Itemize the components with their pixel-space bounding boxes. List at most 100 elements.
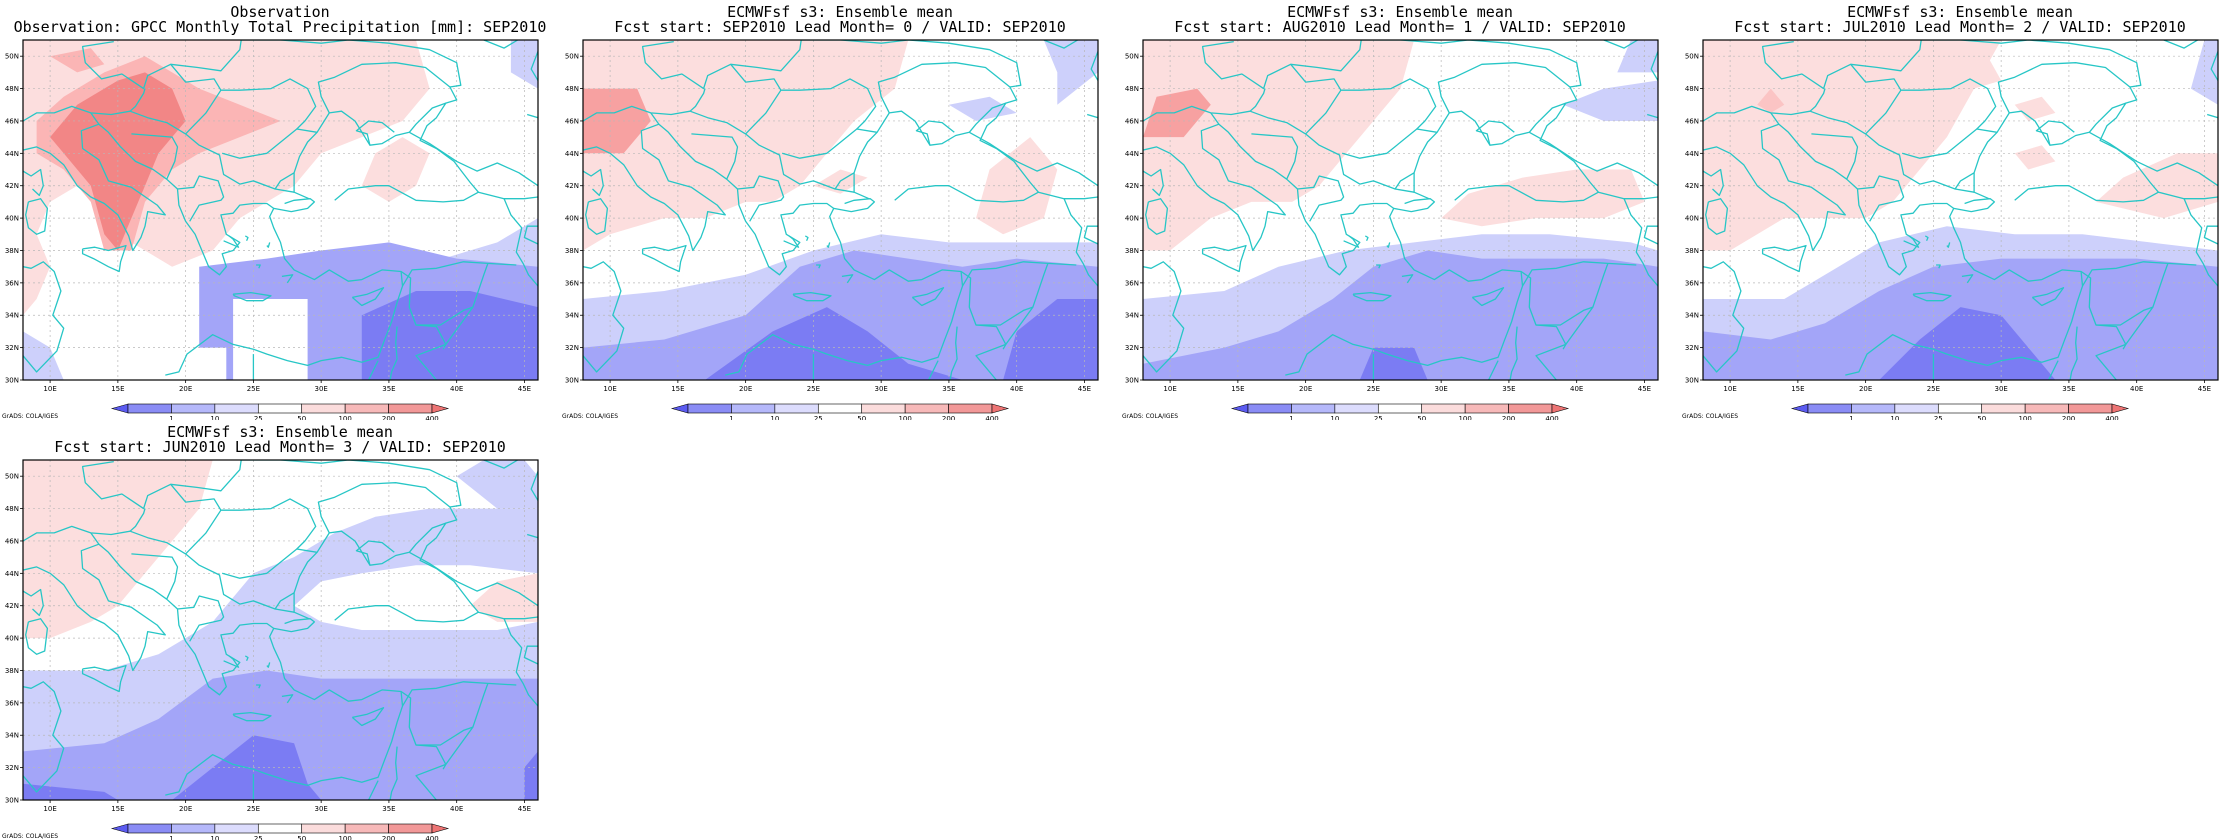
precip-region (1617, 40, 1658, 73)
coastline (1953, 198, 1996, 213)
coastline (1143, 168, 1164, 197)
coastline (170, 460, 242, 492)
lon-tick-label: 20E (179, 385, 192, 393)
coastline (81, 460, 222, 511)
coastline (351, 707, 385, 727)
colorbar-box (214, 823, 259, 834)
precip-region (948, 96, 1017, 121)
map-panel-5: ECMWFsf s3: Ensemble mean Fcst start: JUN… (0, 420, 560, 840)
coastline (1401, 274, 1414, 284)
coastline (293, 522, 480, 623)
coastline (25, 198, 49, 235)
lon-tick-label: 15E (111, 805, 124, 813)
coastline (415, 726, 474, 800)
coastline (1386, 242, 1391, 248)
lat-tick-label: 40N (1125, 215, 1139, 223)
coastline (1343, 235, 1360, 248)
coastline (1603, 40, 1639, 49)
plot-frame (22, 39, 539, 381)
precip-region (1359, 347, 1428, 380)
coastline (1809, 88, 1826, 112)
coastline (244, 655, 249, 662)
lon-tick-label: 40E (450, 385, 463, 393)
colorbar-label: 400 (425, 415, 438, 420)
coastline (1038, 191, 1098, 200)
colorbar-box (171, 403, 216, 414)
coastline (915, 120, 955, 146)
coastline (641, 244, 687, 273)
lat-tick-label: 44N (1125, 150, 1139, 158)
coastline (1305, 78, 1437, 135)
lat-tick-label: 32N (1125, 344, 1139, 352)
coastline (222, 128, 318, 159)
title-line-1: Observation (230, 3, 329, 21)
lat-tick-label: 34N (5, 312, 19, 320)
coastline (1703, 261, 1745, 373)
lat-tick-label: 32N (565, 344, 579, 352)
colorbar-box (301, 823, 346, 834)
colorbar-arrow-low (1790, 403, 1809, 414)
lat-tick-label: 38N (1125, 247, 1139, 255)
coastline (401, 681, 517, 707)
coastline (841, 274, 854, 284)
colorbar: 1 10 25 50 100 200 400 (1790, 403, 2130, 420)
coastline (170, 40, 242, 72)
lat-tick-label: 42N (5, 182, 19, 190)
plot-frame (582, 39, 1099, 381)
coastline (232, 291, 272, 302)
lat-tick-label: 38N (5, 667, 19, 675)
lat-tick-label: 46N (5, 117, 19, 125)
colorbar-box (861, 403, 906, 414)
precip-region (23, 460, 213, 639)
coastline (416, 263, 489, 326)
lat-tick-label: 50N (565, 53, 579, 61)
coastline (1201, 244, 1247, 273)
coastline (1961, 274, 1974, 284)
coastline (1201, 40, 1342, 91)
lat-tick-label: 30N (565, 377, 579, 385)
coastline (826, 242, 831, 248)
lon-tick-label: 40E (2130, 385, 2143, 393)
coastline (523, 645, 538, 665)
map-panel-3: ECMWFsf s3: Ensemble mean Fcst start: AUG… (1120, 0, 1680, 420)
lat-tick-label: 50N (1125, 53, 1139, 61)
plot-frame (22, 459, 539, 801)
coastline (961, 261, 1077, 287)
colorbar-label: 10 (770, 415, 779, 420)
coastline (23, 588, 44, 617)
coastline (483, 460, 519, 469)
colorbar-label: 100 (338, 415, 351, 420)
colorbar-box (301, 403, 346, 414)
lat-tick-label: 34N (1685, 312, 1699, 320)
lon-tick-label: 10E (43, 385, 56, 393)
coastline (801, 40, 1022, 88)
map-panel-4: ECMWFsf s3: Ensemble mean Fcst start: JUL… (1680, 0, 2240, 420)
colorbar-label: 400 (2105, 415, 2118, 420)
colorbar-box (388, 403, 433, 414)
coastline (351, 287, 385, 307)
lon-tick-label: 20E (1859, 385, 1872, 393)
coastline (1811, 133, 1859, 180)
title-line-1: ECMWFsf s3: Ensemble mean (1287, 3, 1513, 21)
lon-tick-label: 10E (603, 385, 616, 393)
lat-tick-label: 34N (1125, 312, 1139, 320)
lon-tick-label: 15E (671, 385, 684, 393)
coastline (527, 533, 538, 539)
coastline (968, 131, 1098, 187)
lat-tick-label: 34N (565, 312, 579, 320)
colorbar-label: 25 (1934, 415, 1943, 420)
lat-tick-label: 30N (5, 797, 19, 805)
precip-fields (23, 460, 538, 800)
coastline (1703, 105, 1975, 193)
colorbar-box (214, 403, 259, 414)
coastline (478, 611, 538, 620)
coastline (256, 684, 261, 689)
coastline (1083, 225, 1098, 245)
colorbar-box (171, 823, 216, 834)
coastline (274, 172, 295, 190)
colorbar-arrow-high (431, 403, 450, 414)
precip-region (233, 299, 308, 380)
grads-credit: GrADS: COLA/IGES (562, 413, 618, 420)
coastline (1376, 264, 1381, 269)
